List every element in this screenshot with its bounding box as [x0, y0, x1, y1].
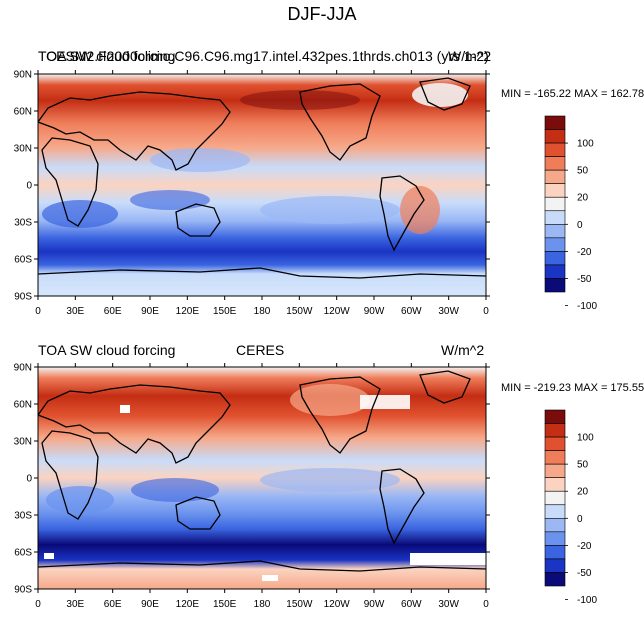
colorbar-swatch: [544, 504, 566, 519]
lon-tick-label: 30E: [66, 306, 84, 317]
colorbar-swatch: [544, 490, 566, 506]
colorbar-label: 20: [577, 487, 589, 498]
colorbar-swatch: [544, 409, 566, 424]
lon-tick-label: 0: [483, 599, 489, 610]
colorbar-label: 100: [577, 433, 594, 444]
panel1-field: [38, 74, 486, 296]
lat-tick-label: 60N: [14, 107, 32, 118]
panel1-min-max: MIN = -165.22 MAX = 162.78: [501, 88, 644, 100]
lat-tick-label: 60S: [14, 548, 32, 559]
lon-tick-label: 120W: [324, 306, 351, 317]
figure-title: DJF-JJA: [287, 4, 357, 24]
colorbar-swatch: [544, 450, 566, 465]
colorbar-label: -100: [577, 301, 597, 312]
panel2-min-max: MIN = -219.23 MAX = 175.55: [501, 382, 644, 394]
lat-tick-label: 90S: [14, 585, 32, 596]
lon-tick-label: 150E: [213, 306, 237, 317]
lon-tick-label: 60E: [104, 599, 122, 610]
colorbar-label: 20: [577, 193, 589, 204]
colorbar-swatch: [544, 115, 566, 130]
colorbar-swatch: [544, 463, 566, 478]
colorbar-label: -20: [577, 247, 592, 258]
lat-tick-label: 90N: [14, 70, 32, 81]
colorbar-label: 0: [577, 220, 583, 231]
lon-tick-label: 30W: [438, 306, 459, 317]
lon-tick-label: 30E: [66, 599, 84, 610]
colorbar-swatch: [544, 436, 566, 451]
lat-tick-label: 60N: [14, 400, 32, 411]
colorbar-swatch: [544, 278, 566, 293]
lon-tick-label: 90E: [141, 599, 159, 610]
colorbar-label: 50: [577, 460, 589, 471]
colorbar-swatch: [544, 572, 566, 587]
colorbar-swatch: [544, 142, 566, 157]
lat-tick-label: 90S: [14, 292, 32, 303]
lon-tick-label: 120W: [324, 599, 351, 610]
lon-tick-label: 120E: [176, 306, 200, 317]
lon-tick-label: 180: [254, 306, 271, 317]
lon-tick-label: 150W: [286, 599, 313, 610]
colorbar-swatch: [544, 129, 566, 144]
lon-tick-label: 150W: [286, 306, 313, 317]
lat-tick-label: 0: [26, 181, 32, 192]
lon-tick-label: 0: [35, 306, 41, 317]
lon-tick-label: 60W: [401, 599, 422, 610]
colorbar-swatch: [544, 264, 566, 279]
colorbar-swatch: [544, 196, 566, 212]
colorbar-swatch: [544, 477, 566, 492]
lon-tick-label: 90W: [364, 599, 385, 610]
lat-tick-label: 30S: [14, 218, 32, 229]
colorbar-swatch: [544, 545, 566, 560]
lon-tick-label: 120E: [176, 599, 200, 610]
panel2-center-title: CERES: [236, 342, 285, 358]
lon-tick-label: 90W: [364, 306, 385, 317]
lon-tick-label: 0: [483, 306, 489, 317]
lat-tick-label: 30N: [14, 144, 32, 155]
colorbar-label: -100: [577, 595, 597, 606]
colorbar-swatch: [544, 531, 566, 546]
colorbar-label: 100: [577, 139, 594, 150]
colorbar-swatch: [544, 210, 566, 225]
colorbar-swatch: [544, 156, 566, 171]
colorbar-swatch: [544, 251, 566, 266]
colorbar-label: -20: [577, 541, 592, 552]
lat-tick-label: 60S: [14, 255, 32, 266]
colorbar-swatch: [544, 518, 566, 533]
lat-tick-label: 30S: [14, 511, 32, 522]
lon-tick-label: 180: [254, 599, 271, 610]
colorbar-swatch: [544, 183, 566, 198]
colorbar-label: 50: [577, 166, 589, 177]
lat-tick-label: 90N: [14, 363, 32, 374]
lon-tick-label: 60W: [401, 306, 422, 317]
panel2-coastlines: [38, 370, 486, 572]
panel2-units: W/m^2: [441, 342, 485, 358]
panel1-units: W/m^2: [448, 48, 492, 64]
lat-tick-label: 30N: [14, 437, 32, 448]
map-panel-2: [38, 367, 486, 589]
colorbar-swatch: [544, 237, 566, 252]
map-panel-1: [38, 74, 486, 296]
colorbar-swatch: [544, 423, 566, 438]
colorbar-swatch: [544, 558, 566, 573]
lon-tick-label: 0: [35, 599, 41, 610]
lon-tick-label: 150E: [213, 599, 237, 610]
colorbar-label: 0: [577, 514, 583, 525]
panel1-center-title: CESM2.F2000climo.C96.C96.mg17.intel.432p…: [46, 48, 489, 64]
lon-tick-label: 30W: [438, 599, 459, 610]
colorbar-label: -50: [577, 568, 592, 579]
colorbar-label: -50: [577, 274, 592, 285]
lat-tick-label: 0: [26, 474, 32, 485]
panel1-coastlines: [38, 77, 486, 279]
lon-tick-label: 60E: [104, 306, 122, 317]
panel1-left-title: TOA SW cloud forcing: [38, 48, 176, 64]
colorbar-layer: 100 50 20 0 -20 -50 -100 100 50 20 0 -20 -50 -100: [544, 115, 597, 606]
lon-tick-label: 90E: [141, 306, 159, 317]
panel2-left-title: TOA SW cloud forcing: [38, 342, 176, 358]
colorbar-swatch: [544, 224, 566, 239]
colorbar-swatch: [544, 169, 566, 184]
